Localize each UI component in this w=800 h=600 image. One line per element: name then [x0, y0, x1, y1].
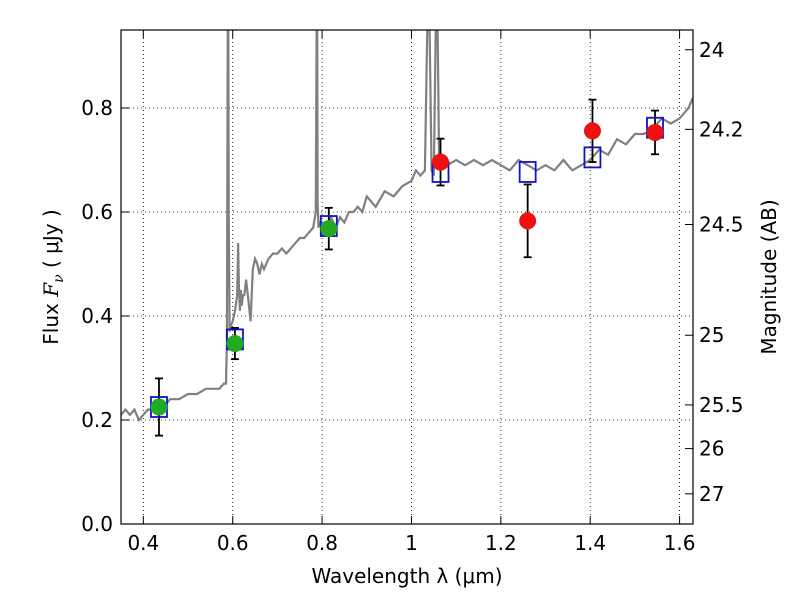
plot-frame	[120, 29, 694, 525]
y-tick-label: 0.0	[81, 512, 113, 536]
red-data-point	[432, 153, 450, 171]
gridlines	[121, 30, 693, 524]
red-data-point	[583, 122, 601, 140]
right-y-tick-label: 25	[699, 323, 724, 347]
right-y-axis-label: Magnitude (AB)	[757, 199, 781, 354]
x-axis-label: Wavelength λ (μm)	[311, 564, 502, 588]
model-photometry-square	[583, 146, 602, 169]
y-tick-label: 0.2	[81, 408, 113, 432]
x-tick-label: 0.4	[127, 531, 159, 555]
green-data-point	[226, 335, 244, 353]
y-axis-label: Flux Fν ( μJy )	[39, 209, 67, 344]
red-data-point	[519, 212, 537, 230]
y-tick-label: 0.8	[81, 96, 113, 120]
axis-ticks: 0.4 0.6 0.8 1 1.2 1.4 1.6 0.0 0.2 0.4 0.6 0.8 24 24.2…	[81, 30, 744, 555]
model-photometry-square	[518, 161, 537, 183]
right-y-tick-label: 24	[699, 38, 724, 62]
y-axis-label-prefix: Flux	[39, 297, 63, 345]
x-tick-label: 1.6	[664, 531, 696, 555]
y-axis-label-unit: ( μJy )	[39, 209, 63, 274]
x-tick-label: 1.2	[485, 531, 517, 555]
red-data-point	[646, 123, 664, 141]
y-axis-label-symbol: F	[39, 282, 63, 298]
right-y-tick-label: 24.2	[699, 117, 744, 141]
x-tick-label: 0.6	[217, 531, 249, 555]
x-tick-label: 1.4	[574, 531, 606, 555]
error-bars	[154, 98, 660, 437]
x-tick-label: 0.8	[306, 531, 338, 555]
plot-area: 0.4 0.6 0.8 1 1.2 1.4 1.6 0.0 0.2 0.4 0.6 0.8 24 24.2…	[81, 29, 744, 555]
right-y-tick-label: 25.5	[699, 393, 744, 417]
right-y-tick-label: 24.5	[699, 212, 744, 236]
y-tick-label: 0.4	[81, 304, 113, 328]
x-tick-label: 1	[405, 531, 418, 555]
right-y-tick-label: 27	[699, 482, 724, 506]
data-markers	[150, 116, 664, 418]
y-tick-label: 0.6	[81, 200, 113, 224]
right-y-tick-label: 26	[699, 437, 724, 461]
green-data-point	[150, 398, 168, 416]
green-data-point	[320, 220, 338, 238]
plot-background	[121, 30, 693, 524]
y-axis-label-subscript: ν	[51, 274, 67, 283]
